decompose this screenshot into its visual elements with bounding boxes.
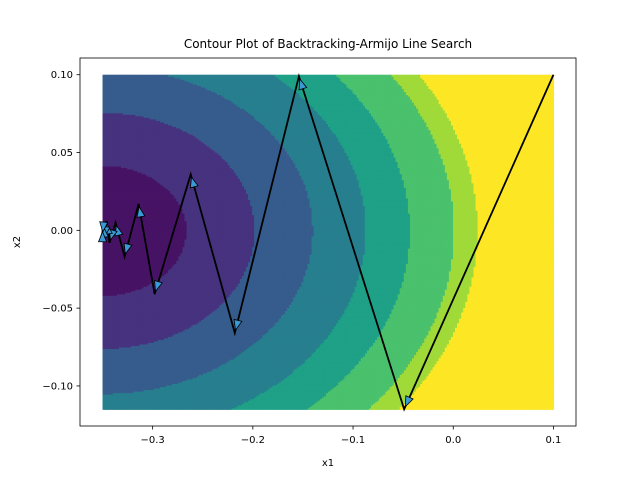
chart-title: Contour Plot of Backtracking-Armijo Line… [184, 37, 472, 51]
